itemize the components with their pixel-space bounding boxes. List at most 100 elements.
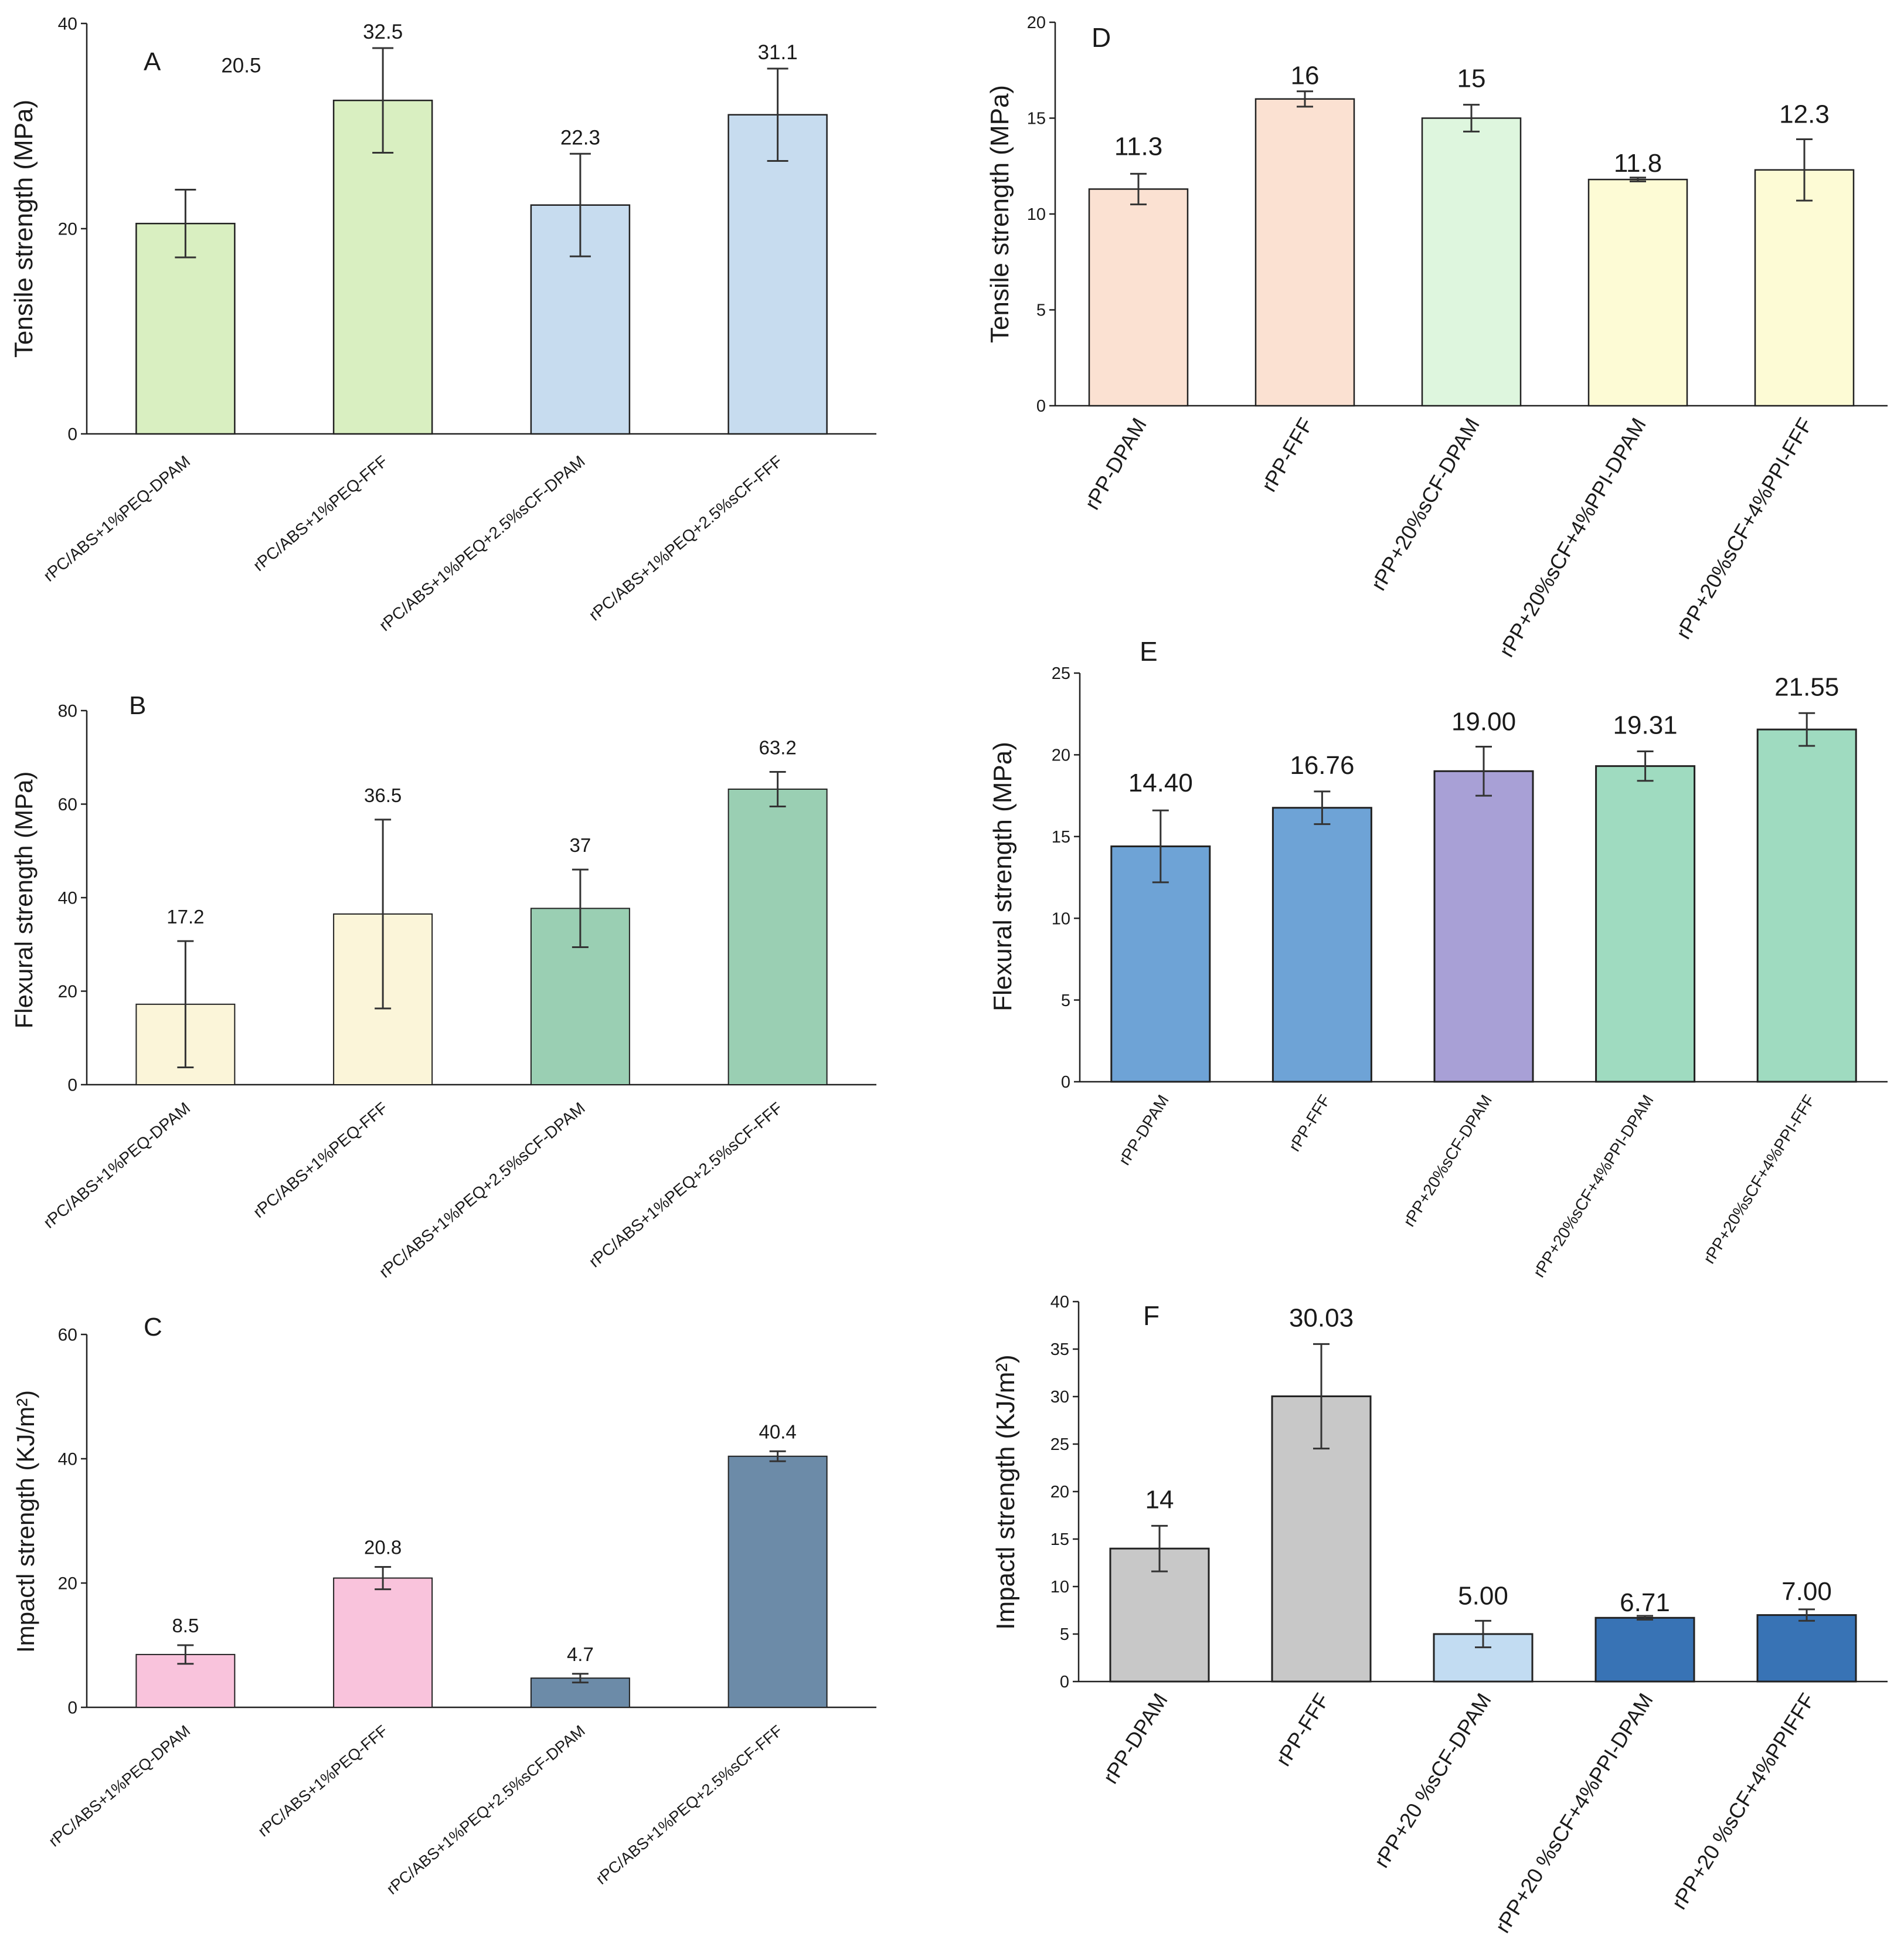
x-tick-label: rPC/ABS+1%PEQ+2.5%sCF-FFF [593,1722,786,1888]
x-tick-label: rPC/ABS+1%PEQ-FFF [254,1722,390,1840]
data-label: 37 [570,834,591,856]
data-label: 14 [1145,1485,1174,1514]
error-bar [1313,1343,1330,1450]
error-bar [1314,790,1331,826]
panel-letter: E [1140,636,1158,667]
y-tick-label: 15 [1027,110,1046,128]
data-label: 40.4 [759,1421,797,1442]
data-label: 4.7 [567,1643,594,1665]
y-tick-label: 40 [1050,1293,1069,1312]
error-bar [177,1644,194,1665]
bar [1271,807,1372,1083]
y-tick-label: 0 [1036,397,1046,416]
error-bar [1637,750,1654,782]
y-tick-label: 0 [1060,1673,1069,1692]
error-bar [372,47,394,154]
x-tick-label: rPP-FFF [1271,1689,1334,1771]
y-tick-label: 0 [1061,1073,1070,1092]
error-bar [1463,104,1480,133]
data-label: 6.71 [1620,1588,1670,1617]
panel-e: 0 5 10 15 20 25 E Flexural strength (MPa) 14.40 r… [988,636,1888,1281]
y-tick-label: 5 [1036,301,1046,320]
error-bar [1151,1524,1168,1572]
data-label: 36.5 [364,784,402,806]
y-tick-label: 10 [1052,909,1070,928]
panel-f: 0 5 10 15 20 25 30 35 40 F Impactl strength (KJ/m²… [991,1293,1888,1937]
data-label: 21.55 [1774,672,1839,701]
y-tick-label: 25 [1052,664,1070,683]
bar [1433,770,1534,1083]
error-bar [1475,745,1492,797]
y-tick-label: 60 [58,1326,77,1345]
y-tick-label: 0 [67,425,77,444]
data-label: 20.8 [364,1536,402,1558]
bar [332,100,433,435]
panel-d: 0 5 10 15 20 D Tensile strength (MPa) 11.3 rPP-D… [985,13,1888,661]
y-tick-label: 10 [1027,205,1046,224]
y-tick-label: 30 [1050,1388,1069,1407]
bar [135,223,236,435]
x-tick-label: rPC/ABS+1%PEQ+2.5%sCF-DPAM [376,452,589,634]
error-bar [1798,1608,1815,1622]
data-label: 8.5 [172,1615,199,1636]
panel-c: 0 20 40 60 C Impactl strength (KJ/m²) 8.5 rPC/A… [12,1313,876,1898]
x-tick-label: rPC/ABS+1%PEQ+2.5%sCF-FFF [586,1099,786,1271]
data-label: 30.03 [1289,1303,1354,1332]
error-bar [1798,712,1815,747]
x-tick-label: rPP+20 %sCF+4%PPIFFF [1667,1689,1820,1914]
data-label: 16 [1291,62,1320,90]
x-tick-label: rPP+20%sCF+4%PPI-DPAM [1529,1092,1657,1281]
y-tick-label: 0 [67,1699,77,1718]
panel-letter: B [129,691,146,720]
x-tick-label: rPC/ABS+1%PEQ-FFF [250,1099,391,1221]
data-label: 22.3 [560,126,600,149]
error-bar [1475,1619,1491,1649]
x-tick-label: rPP+20 %sCF+4%PPI-DPAM [1490,1689,1658,1937]
x-tick-label: rPP-DPAM [1080,414,1151,514]
bar [727,1455,828,1708]
error-bar [1796,138,1813,202]
panel-letter: A [144,47,161,76]
y-tick-label: 60 [58,795,77,814]
bar [1088,188,1189,407]
bar [333,1577,433,1709]
y-tick-label: 0 [67,1076,77,1095]
y-axis-label: Flexural strength (MPa) [988,742,1017,1011]
error-bar [1637,1615,1653,1621]
y-tick-label: 10 [1050,1578,1069,1597]
x-tick-label: rPP-FFF [1256,414,1317,496]
x-tick-label: rPC/ABS+1%PEQ+2.5%sCF-DPAM [383,1722,589,1898]
y-tick-label: 5 [1061,991,1070,1010]
x-tick-label: rPC/ABS+1%PEQ-DPAM [40,452,193,585]
y-axis-label: Tensile strength (MPa) [9,100,38,358]
x-tick-label: rPP+20%sCF+4%PPI-DPAM [1494,414,1651,661]
bar [1754,169,1855,407]
error-bar [769,770,786,807]
panel-a: 0 20 40 A Tensile strength (MPa) 20.5 rPC/ABS+… [9,15,876,634]
y-tick-label: 15 [1052,828,1070,847]
data-label: 12.3 [1779,100,1830,128]
error-bar [175,189,196,259]
x-tick-label: rPP+20%sCF+4%PPI-FFF [1671,414,1817,643]
data-label: 17.2 [166,906,204,928]
y-tick-label: 15 [1050,1530,1069,1549]
data-label: 19.31 [1613,711,1678,740]
y-tick-label: 20 [58,1574,77,1594]
error-bar [569,152,591,257]
data-label: 31.1 [758,41,798,64]
x-tick-label: rPP+20%sCF-DPAM [1366,414,1484,595]
data-label: 5.00 [1458,1581,1508,1610]
data-label: 14.40 [1128,769,1193,797]
x-tick-label: rPC/ABS+1%PEQ-DPAM [45,1722,193,1850]
error-bar [572,868,589,949]
y-tick-label: 20 [1052,746,1070,765]
bar [1421,117,1522,407]
x-tick-label: rPP+20%sCF+4%PPI-FFF [1700,1092,1819,1267]
x-tick-label: rPP+20%sCF-DPAM [1400,1092,1495,1230]
bar [1254,98,1355,407]
x-tick-label: rPP+20 %sCF-DPAM [1369,1689,1496,1872]
panel-b: 0 20 40 60 80 B Flexural strength (MPa) 17.2 rPC… [10,691,876,1281]
y-tick-label: 20 [1027,13,1046,32]
y-tick-label: 20 [58,982,77,1001]
x-tick-label: rPP-DPAM [1115,1092,1172,1169]
